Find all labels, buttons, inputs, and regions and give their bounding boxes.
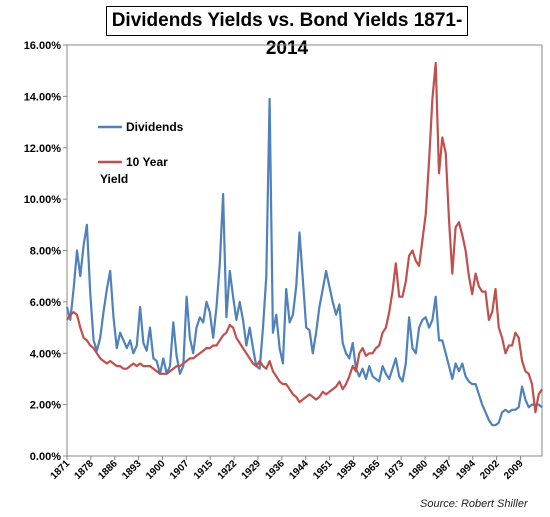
series-line-dividends <box>65 97 543 427</box>
x-tick-label: 1878 <box>72 458 96 482</box>
legend-label: 10 Year Yield <box>100 155 168 186</box>
y-tick-label: 10.00% <box>24 194 62 206</box>
x-tick-label: 1987 <box>431 458 455 482</box>
x-tick-label: 1936 <box>263 458 287 482</box>
y-tick-label: 6.00% <box>30 297 61 309</box>
x-tick-label: 1980 <box>407 458 431 482</box>
x-tick-label: 1893 <box>120 458 144 482</box>
x-tick-label: 2002 <box>478 458 502 482</box>
y-tick-label: 4.00% <box>30 348 61 360</box>
x-tick-label: 2009 <box>502 458 526 482</box>
series-line-ten-year-yield <box>66 61 543 414</box>
y-tick-label: 16.00% <box>24 40 62 52</box>
legend-label: Dividends <box>126 120 184 134</box>
plot-area <box>66 44 543 457</box>
x-tick-label: 1958 <box>335 458 359 482</box>
source-note: Source: Robert Shiller <box>420 498 528 510</box>
x-tick-label: 1944 <box>287 458 311 482</box>
y-tick-label: 2.00% <box>30 400 61 412</box>
x-tick-label: 1907 <box>168 458 192 482</box>
x-tick-label: 1915 <box>192 458 216 482</box>
x-tick-label: 1929 <box>240 458 264 482</box>
x-tick-label: 1965 <box>359 458 383 482</box>
x-tick-label: 1994 <box>454 458 478 482</box>
chart-title: Dividends Yields vs. Bond Yields 1871-20… <box>106 6 468 59</box>
x-tick-label: 1886 <box>96 458 120 482</box>
x-tick-label: 1900 <box>144 458 168 482</box>
x-tick-label: 1922 <box>216 458 240 482</box>
x-tick-label: 1951 <box>311 458 335 482</box>
y-tick-label: 12.00% <box>24 143 62 155</box>
y-tick-label: 8.00% <box>30 246 61 258</box>
y-tick-label: 14.00% <box>24 91 62 103</box>
x-tick-label: 1973 <box>383 458 407 482</box>
y-tick-label: 0.00% <box>30 451 61 463</box>
